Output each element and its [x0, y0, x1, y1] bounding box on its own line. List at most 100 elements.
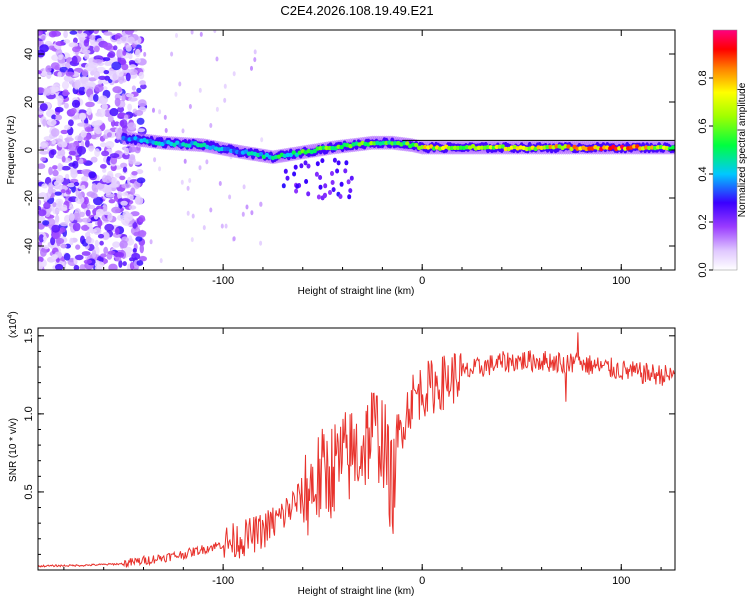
noise-blob: [130, 211, 140, 217]
ridge-trail: [320, 158, 325, 164]
spectrogram-x-tick-label: 100: [612, 275, 630, 287]
noise-blob: [60, 243, 68, 249]
noise-blob: [114, 227, 120, 235]
snr-panel: -100 0 100 0.5 1.0 1.5 Height of straight li…: [7, 311, 676, 597]
ridge-trail: [336, 160, 341, 166]
ridge-trail: [303, 160, 308, 166]
noise-blob: [96, 182, 105, 190]
noise-blob: [55, 263, 64, 270]
noise-blob: [95, 119, 103, 126]
noise-blob: [109, 153, 120, 159]
noise-blob: [198, 87, 202, 93]
noise-blob: [88, 77, 97, 82]
noise-blob: [103, 70, 110, 75]
ridge-trail: [318, 175, 323, 180]
noise-blob: [72, 46, 81, 53]
noise-blob: [112, 86, 122, 94]
noise-blob: [50, 149, 57, 156]
noise-blob: [75, 155, 80, 161]
noise-blob: [86, 107, 92, 116]
noise-blob: [52, 165, 58, 170]
noise-blob: [39, 150, 49, 155]
noise-blob: [188, 178, 192, 183]
noise-blob: [88, 62, 99, 68]
colorbar-tick-label: 0.2: [697, 214, 709, 229]
spectrogram-noise-field: [38, 30, 264, 270]
snr-y-ticks: 0.5 1.0 1.5: [23, 328, 675, 571]
noise-blob: [61, 204, 68, 211]
noise-blob: [209, 207, 213, 213]
noise-blob: [63, 39, 71, 44]
noise-blob: [131, 171, 138, 176]
noise-blob: [198, 165, 202, 171]
noise-blob: [103, 31, 113, 36]
ridge-peak: [405, 141, 410, 146]
noise-blob: [109, 108, 119, 117]
noise-blob: [55, 114, 63, 121]
noise-blob: [120, 200, 128, 206]
noise-blob: [67, 182, 75, 188]
ridge-trail: [330, 180, 335, 185]
ridge-trail: [343, 168, 348, 174]
noise-blob: [106, 132, 112, 138]
noise-blob: [87, 222, 93, 228]
colorbar-label: Normalized spectral amplitude: [737, 82, 748, 217]
noise-blob: [232, 71, 236, 77]
noise-blob: [59, 227, 66, 233]
noise-blob: [128, 60, 136, 65]
noise-blob: [102, 57, 111, 62]
noise-blob: [93, 196, 103, 206]
snr-y-multiplier: (x104): [7, 311, 19, 338]
spectrogram-y-tick-label: 40: [23, 48, 35, 60]
ridge-trail: [316, 194, 321, 200]
noise-blob: [42, 118, 47, 127]
noise-blob: [199, 31, 203, 37]
noise-blob: [132, 248, 137, 253]
snr-y-label: SNR (10 * v/v): [8, 418, 19, 482]
noise-blob: [241, 211, 245, 217]
noise-blob: [121, 63, 129, 71]
noise-blob: [170, 51, 174, 57]
noise-blob: [59, 222, 69, 227]
spectrogram-x-tick-label: 0: [419, 275, 425, 287]
noise-blob: [79, 112, 87, 121]
noise-blob: [116, 48, 124, 58]
noise-blob: [72, 160, 79, 169]
noise-blob: [65, 189, 72, 195]
snr-series-line: [38, 332, 675, 568]
noise-blob: [93, 55, 104, 61]
noise-blob: [136, 117, 145, 125]
noise-blob: [97, 233, 105, 239]
noise-blob: [38, 256, 44, 263]
ridge-peak: [288, 152, 293, 158]
ridge-peak: [566, 144, 571, 149]
noise-blob: [48, 186, 54, 195]
noise-blob: [63, 102, 69, 109]
noise-blob: [175, 33, 178, 38]
noise-blob: [128, 205, 137, 210]
noise-blob: [79, 40, 86, 48]
noise-blob: [119, 79, 124, 85]
noise-blob: [115, 131, 121, 140]
noise-blob: [100, 164, 107, 169]
noise-blob: [158, 166, 162, 172]
colorbar-tick-label: 0.4: [697, 166, 709, 181]
noise-blob: [126, 93, 134, 98]
ridge-trail: [331, 187, 336, 193]
noise-blob: [143, 51, 147, 57]
noise-blob: [120, 119, 128, 129]
noise-blob: [57, 162, 63, 172]
noise-blob: [70, 169, 78, 179]
noise-blob: [186, 210, 190, 216]
noise-blob: [91, 249, 97, 259]
noise-blob: [78, 192, 83, 200]
noise-blob: [77, 30, 83, 34]
ridge-trail: [330, 171, 334, 176]
noise-blob: [133, 161, 141, 166]
spectrogram-y-ticks: -40 -20 0 20 40: [23, 29, 675, 271]
noise-blob: [54, 214, 60, 224]
noise-blob: [121, 192, 129, 197]
ridge-trail: [348, 188, 353, 194]
noise-blob: [73, 264, 80, 270]
noise-blob: [124, 252, 133, 258]
